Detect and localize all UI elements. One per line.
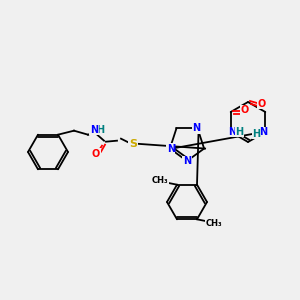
Text: N: N [167, 144, 175, 154]
Text: O: O [92, 149, 100, 159]
Text: N: N [167, 144, 175, 154]
Text: H: H [236, 127, 244, 137]
Text: N: N [229, 127, 237, 137]
Text: N: N [90, 125, 98, 135]
Text: N: N [259, 127, 267, 137]
Text: H: H [252, 129, 260, 139]
Text: O: O [241, 105, 249, 115]
Text: N: N [229, 127, 237, 137]
Text: H: H [96, 125, 104, 135]
Text: N: N [183, 156, 191, 166]
Text: O: O [241, 105, 249, 115]
Text: H: H [252, 129, 260, 139]
Text: O: O [258, 99, 266, 109]
Text: N: N [193, 123, 201, 134]
Text: N: N [90, 125, 98, 135]
Text: S: S [129, 139, 137, 149]
Text: H: H [236, 127, 244, 137]
Text: CH₃: CH₃ [152, 176, 168, 185]
Text: N: N [193, 123, 201, 134]
Text: N: N [259, 127, 267, 137]
Text: S: S [129, 139, 137, 149]
Text: O: O [92, 149, 100, 159]
Text: CH₃: CH₃ [206, 219, 222, 228]
Text: N: N [183, 156, 191, 166]
Text: O: O [258, 99, 266, 109]
Text: H: H [96, 125, 104, 135]
